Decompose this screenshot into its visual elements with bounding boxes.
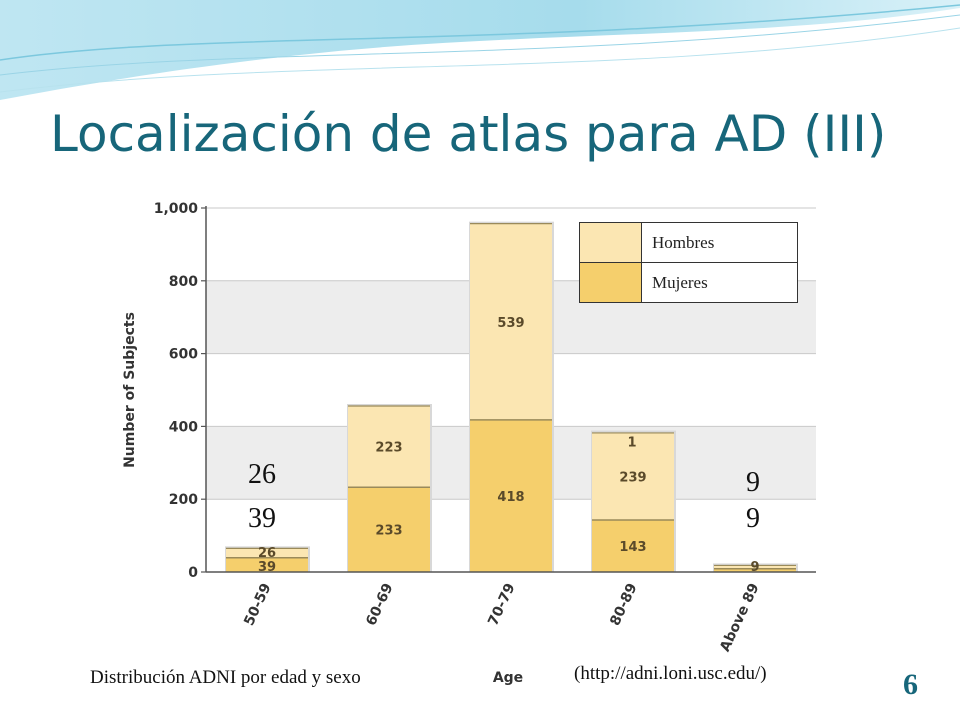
- bar-men-segment: [714, 565, 796, 569]
- legend-swatch-men: [580, 223, 642, 262]
- source-url: (http://adni.loni.usc.edu/): [574, 663, 767, 684]
- bar-label-men: 26: [258, 546, 276, 561]
- x-axis-title: Age: [493, 670, 523, 686]
- bar-women-segment: [348, 487, 430, 572]
- bars-group: 39 26 233 223 418 539 143 239 1 9: [225, 221, 798, 575]
- legend-item-women: Mujeres: [580, 262, 797, 302]
- y-tick-label: 400: [169, 419, 198, 435]
- annotation-right-bottom: 9: [746, 503, 760, 534]
- bar-women-segment: [714, 568, 796, 572]
- annotation-left-top: 26: [248, 459, 276, 490]
- bar-women-segment: [470, 419, 552, 572]
- bar-label-men: 239: [619, 470, 646, 485]
- chart-caption: Distribución ADNI por edad y sexo: [90, 667, 361, 688]
- bar-label-women: 418: [497, 490, 524, 505]
- bar-women-segment: [226, 557, 308, 572]
- bar-men-segment: [592, 432, 674, 520]
- y-tick-label: 1,000: [154, 201, 199, 217]
- bar-men-segment: [348, 406, 430, 488]
- bar-label-men: 223: [375, 441, 402, 456]
- y-tick-label: 0: [188, 565, 198, 581]
- annotation-right-top: 9: [746, 467, 760, 498]
- bar-label-extra: 1: [627, 436, 636, 451]
- slide-title: Localización de atlas para AD (III): [50, 105, 887, 163]
- legend-label-men: Hombres: [652, 232, 715, 252]
- legend-item-men: Hombres: [580, 223, 797, 262]
- bar-men-segment: [226, 548, 308, 558]
- bar-label-women: 9: [750, 560, 759, 575]
- y-tick-label: 200: [169, 492, 198, 508]
- y-tick-label: 600: [169, 347, 198, 363]
- bar-label-women: 233: [375, 524, 402, 539]
- bar-label-men: 539: [497, 316, 524, 331]
- y-tick-label: 800: [169, 274, 198, 290]
- header-wave-decoration: [0, 0, 960, 100]
- bar-men-segment: [470, 223, 552, 420]
- legend-label-women: Mujeres: [652, 272, 708, 292]
- y-axis-title: Number of Subjects: [122, 312, 138, 468]
- legend: Hombres Mujeres: [579, 222, 798, 303]
- legend-swatch-women: [580, 263, 642, 302]
- bar-women-segment: [592, 519, 674, 572]
- annotation-left-bottom: 39: [248, 503, 276, 534]
- page-number: 6: [903, 668, 918, 701]
- bar-label-women: 143: [619, 540, 646, 555]
